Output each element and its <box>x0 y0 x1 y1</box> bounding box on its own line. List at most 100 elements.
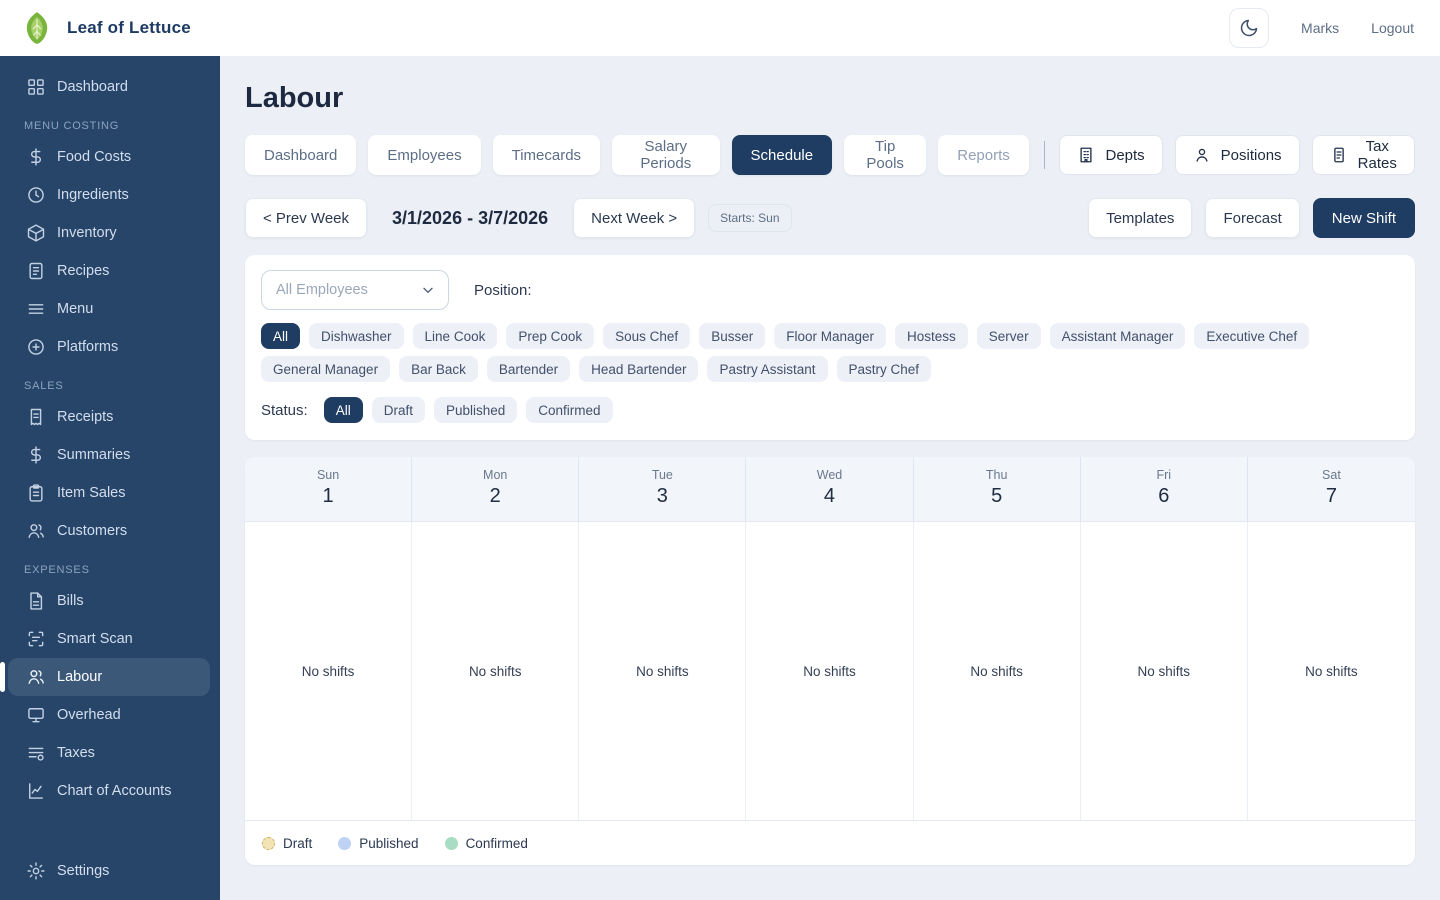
position-chip-dishwasher[interactable]: Dishwasher <box>309 323 404 349</box>
sidebar-item-labour[interactable]: Labour <box>0 658 210 696</box>
sidebar-item-item-sales[interactable]: Item Sales <box>0 474 220 512</box>
sidebar-item-label: Menu <box>57 301 94 317</box>
position-chip-hostess[interactable]: Hostess <box>895 323 968 349</box>
cube-icon <box>26 223 46 243</box>
tabs-divider <box>1043 141 1045 169</box>
status-filter-row: Status: All Draft Published Confirmed <box>261 397 1399 423</box>
day-column-tue[interactable]: No shifts <box>579 522 747 820</box>
tabs-row: Dashboard Employees Timecards Salary Per… <box>245 135 1415 175</box>
status-chip-draft[interactable]: Draft <box>371 397 425 423</box>
forecast-button[interactable]: Forecast <box>1205 198 1300 238</box>
tax-rates-button[interactable]: Tax Rates <box>1311 135 1415 175</box>
sidebar-item-inventory[interactable]: Inventory <box>0 214 220 252</box>
sidebar-item-chart-of-accounts[interactable]: Chart of Accounts <box>0 772 220 810</box>
sidebar-item-taxes[interactable]: Taxes <box>0 734 220 772</box>
draft-status-dot <box>262 836 275 850</box>
sidebar-item-bills[interactable]: Bills <box>0 582 220 620</box>
sidebar-nav: Dashboard MENU COSTING Food Costs Ingred… <box>0 68 220 852</box>
day-column-sun[interactable]: No shifts <box>245 522 413 820</box>
status-chip-published[interactable]: Published <box>433 397 518 423</box>
tax-rates-label: Tax Rates <box>1357 138 1397 172</box>
users-icon <box>26 667 46 687</box>
position-chip-pastry-chef[interactable]: Pastry Chef <box>836 356 932 382</box>
book-icon <box>26 261 46 281</box>
brand: Leaf of Lettuce <box>22 11 191 45</box>
sidebar-item-label: Inventory <box>57 225 117 241</box>
sidebar-item-overhead[interactable]: Overhead <box>0 696 220 734</box>
position-chip-bar-back[interactable]: Bar Back <box>399 356 478 382</box>
day-column-fri[interactable]: No shifts <box>1081 522 1248 820</box>
tab-tip-pools[interactable]: Tip Pools <box>844 135 927 175</box>
day-header-wed: Wed 4 <box>746 457 914 522</box>
sidebar-item-label: Recipes <box>57 263 110 279</box>
sidebar-item-summaries[interactable]: Summaries <box>0 436 220 474</box>
positions-button[interactable]: Positions <box>1174 135 1300 175</box>
no-shifts-text: No shifts <box>1305 663 1358 679</box>
new-shift-button[interactable]: New Shift <box>1312 198 1415 238</box>
chevron-down-icon <box>420 282 436 298</box>
sidebar-item-customers[interactable]: Customers <box>0 512 220 550</box>
legend-label: Published <box>359 835 419 851</box>
day-column-mon[interactable]: No shifts <box>412 522 580 820</box>
sidebar-bottom: Settings <box>0 852 220 900</box>
no-shifts-text: No shifts <box>301 663 355 679</box>
next-week-button[interactable]: Next Week > <box>573 198 696 238</box>
sidebar-item-smart-scan[interactable]: Smart Scan <box>0 620 220 658</box>
sidebar-item-platforms[interactable]: Platforms <box>0 328 220 366</box>
sidebar-item-ingredients[interactable]: Ingredients <box>0 176 220 214</box>
logout-link[interactable]: Logout <box>1371 20 1414 36</box>
sidebar-item-dashboard[interactable]: Dashboard <box>0 68 220 106</box>
dark-mode-toggle[interactable] <box>1229 8 1270 48</box>
position-chip-busser[interactable]: Busser <box>699 323 766 349</box>
legend-item-published: Published <box>338 835 419 851</box>
person-icon <box>1193 146 1211 164</box>
prev-week-button[interactable]: < Prev Week <box>245 198 368 238</box>
position-chip-prep-cook[interactable]: Prep Cook <box>506 323 595 349</box>
position-chip-general-manager[interactable]: General Manager <box>261 356 391 382</box>
tab-dashboard[interactable]: Dashboard <box>245 135 357 175</box>
position-chip-server[interactable]: Server <box>976 323 1041 349</box>
position-chip-assistant-manager[interactable]: Assistant Manager <box>1049 323 1186 349</box>
sidebar-item-label: Platforms <box>57 339 119 355</box>
day-column-sat[interactable]: No shifts <box>1248 522 1415 820</box>
tab-employees[interactable]: Employees <box>368 135 481 175</box>
calendar-grid: Sun 1 Mon 2 Tue 3 Wed 4 <box>245 457 1415 820</box>
filters-top-row: All Employees Position: <box>261 270 1399 310</box>
sidebar-item-recipes[interactable]: Recipes <box>0 252 220 290</box>
gear-icon <box>26 861 46 881</box>
sidebar-item-receipts[interactable]: Receipts <box>0 398 220 436</box>
position-filter-label: Position: <box>474 281 532 299</box>
position-chip-floor-manager[interactable]: Floor Manager <box>774 323 887 349</box>
sidebar-item-food-costs[interactable]: Food Costs <box>0 138 220 176</box>
position-chip-bartender[interactable]: Bartender <box>486 356 571 382</box>
day-column-thu[interactable]: No shifts <box>914 522 1081 820</box>
tab-schedule[interactable]: Schedule <box>731 135 833 175</box>
page-title: Labour <box>245 82 344 114</box>
position-chips: All Dishwasher Line Cook Prep Cook Sous … <box>261 323 1399 382</box>
position-chip-sous-chef[interactable]: Sous Chef <box>603 323 691 349</box>
templates-button[interactable]: Templates <box>1088 198 1193 238</box>
user-link[interactable]: Marks <box>1301 20 1340 36</box>
employee-filter-select[interactable]: All Employees <box>261 270 449 310</box>
tab-salary-periods[interactable]: Salary Periods <box>612 135 720 175</box>
week-starts-badge[interactable]: Starts: Sun <box>708 204 792 232</box>
day-column-wed[interactable]: No shifts <box>746 522 914 820</box>
sidebar-item-label: Bills <box>57 593 84 609</box>
position-chip-executive-chef[interactable]: Executive Chef <box>1194 323 1310 349</box>
position-chip-all[interactable]: All <box>261 323 301 349</box>
no-shifts-text: No shifts <box>636 663 689 679</box>
sidebar-item-settings[interactable]: Settings <box>0 852 220 890</box>
depts-button[interactable]: Depts <box>1059 135 1163 175</box>
position-chip-pastry-assistant[interactable]: Pastry Assistant <box>707 356 828 382</box>
tab-reports[interactable]: Reports <box>938 135 1029 175</box>
sidebar-item-label: Settings <box>57 863 110 879</box>
position-chip-head-bartender[interactable]: Head Bartender <box>579 356 699 382</box>
status-chip-all[interactable]: All <box>323 397 363 423</box>
file-icon <box>26 591 46 611</box>
schedule-calendar: Sun 1 Mon 2 Tue 3 Wed 4 <box>245 457 1415 865</box>
tab-timecards[interactable]: Timecards <box>492 135 601 175</box>
sidebar-item-menu[interactable]: Menu <box>0 290 220 328</box>
status-chip-confirmed[interactable]: Confirmed <box>526 397 613 423</box>
sidebar-item-label: Smart Scan <box>57 631 133 647</box>
position-chip-line-cook[interactable]: Line Cook <box>412 323 498 349</box>
